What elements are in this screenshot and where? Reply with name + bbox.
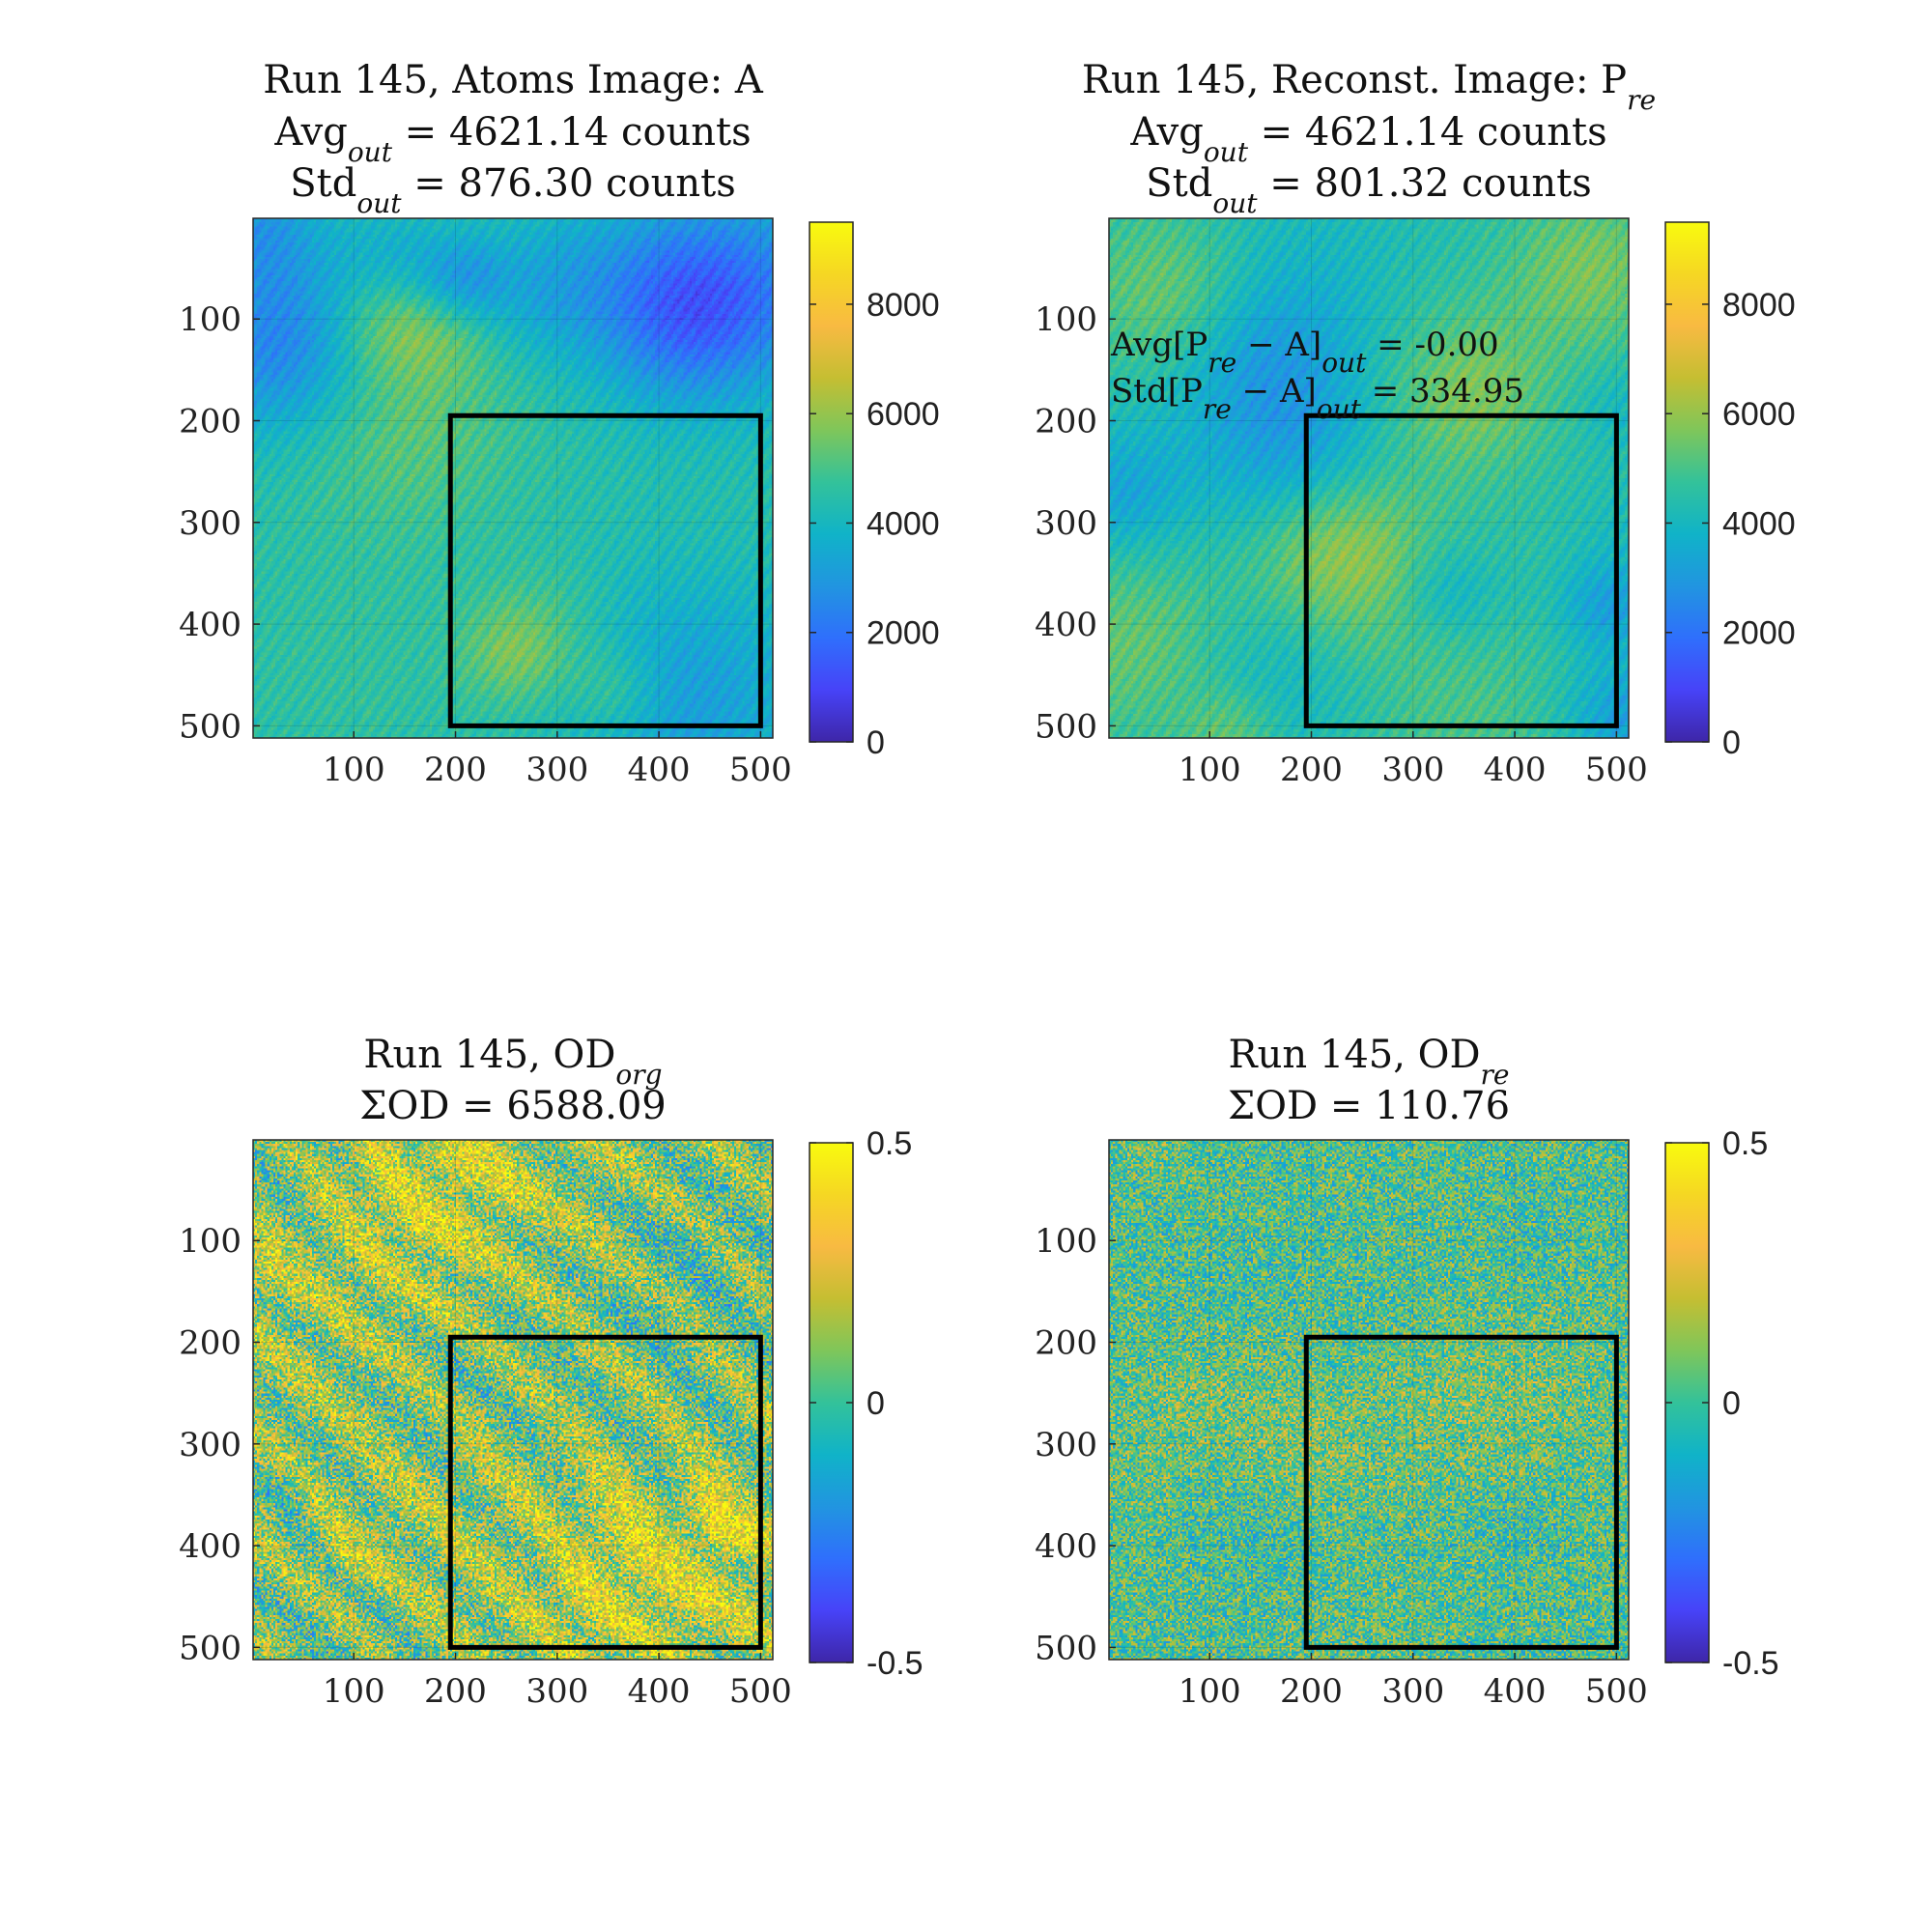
- panel-1: Run 145, Atoms Image: A Avgout = 4621.14 …: [179, 58, 940, 789]
- colorbar-tick-label: 2000: [1722, 615, 1796, 652]
- y-tick-label: 400: [179, 1527, 242, 1566]
- panel-title-line: Stdout = 801.32 counts: [1146, 161, 1591, 219]
- x-tick-label: 500: [729, 1672, 792, 1711]
- heatmap-image: [253, 1140, 773, 1660]
- roi-box: [1303, 1334, 1619, 1650]
- panel-title-line: Run 145, ODorg: [363, 1033, 662, 1091]
- y-tick-label: 100: [179, 1222, 242, 1261]
- panel-title-line: Avgout = 4621.14 counts: [273, 110, 751, 168]
- colorbar-tick-label: 6000: [867, 396, 940, 433]
- colorbar-tick-label: 4000: [867, 505, 940, 542]
- panel-title-line: Run 145, ODre: [1229, 1033, 1510, 1091]
- colorbar: [1664, 221, 1710, 743]
- colorbar: [809, 221, 854, 743]
- colorbar-tick-label: 0.5: [1722, 1125, 1768, 1162]
- axes-frame: [1108, 1139, 1630, 1661]
- colorbar: [1664, 1142, 1710, 1663]
- x-tick-label: 200: [1280, 1672, 1343, 1711]
- y-tick-label: 100: [179, 300, 242, 339]
- colorbar-tick-label: -0.5: [1722, 1645, 1779, 1682]
- y-tick-label: 300: [179, 504, 242, 543]
- axes-frame: [252, 217, 774, 739]
- x-tick-label: 100: [1179, 751, 1241, 789]
- x-tick-label: 500: [1585, 1672, 1648, 1711]
- x-tick-label: 200: [1280, 751, 1343, 789]
- panel-title-line: Avgout = 4621.14 counts: [1129, 110, 1606, 168]
- colorbar-tick-label: 6000: [1722, 396, 1796, 433]
- y-tick-label: 200: [1035, 403, 1097, 441]
- y-tick-label: 400: [1035, 606, 1097, 644]
- x-tick-label: 400: [1484, 751, 1547, 789]
- y-tick-label: 500: [179, 707, 242, 746]
- y-tick-label: 100: [1035, 1222, 1097, 1261]
- x-tick-label: 300: [526, 1672, 588, 1711]
- y-tick-label: 300: [179, 1426, 242, 1464]
- roi-box: [447, 412, 763, 728]
- x-tick-label: 300: [1381, 751, 1444, 789]
- colorbar-tick-label: 0.5: [867, 1125, 912, 1162]
- y-tick-label: 400: [1035, 1527, 1097, 1566]
- heatmap-image: [253, 218, 773, 738]
- x-tick-label: 100: [323, 751, 385, 789]
- panel-title-line: Run 145, Reconst. Image: Pre: [1082, 58, 1656, 116]
- y-tick-label: 300: [1035, 504, 1097, 543]
- colorbar-tick-label: 4000: [1722, 505, 1796, 542]
- colorbar-tick-label: 0: [1722, 1385, 1741, 1422]
- y-tick-label: 500: [1035, 1629, 1097, 1667]
- difference-annotation: Std[Pre − A]out = 334.95: [1111, 372, 1524, 425]
- x-tick-label: 500: [1585, 751, 1648, 789]
- x-tick-label: 100: [323, 1672, 385, 1711]
- y-tick-label: 400: [179, 606, 242, 644]
- panel-title-line: Run 145, Atoms Image: A: [263, 58, 764, 102]
- x-tick-label: 100: [1179, 1672, 1241, 1711]
- roi-box: [447, 1334, 763, 1650]
- colorbar-tick-label: 8000: [867, 287, 940, 324]
- y-tick-label: 200: [1035, 1324, 1097, 1363]
- x-tick-label: 400: [628, 751, 691, 789]
- colorbar-tick-label: 8000: [1722, 287, 1796, 324]
- panel-title-line: ΣOD = 110.76: [1228, 1084, 1510, 1128]
- y-tick-label: 200: [179, 403, 242, 441]
- colorbar-tick-label: -0.5: [867, 1645, 923, 1682]
- y-tick-label: 500: [179, 1629, 242, 1667]
- heatmap-image: [1109, 218, 1629, 738]
- x-tick-label: 300: [1381, 1672, 1444, 1711]
- heatmap-image: [1109, 1140, 1629, 1660]
- x-tick-label: 400: [1484, 1672, 1547, 1711]
- y-tick-label: 200: [179, 1324, 242, 1363]
- x-tick-label: 300: [526, 751, 588, 789]
- axes-frame: [1108, 217, 1630, 739]
- axes-frame: [252, 1139, 774, 1661]
- colorbar-tick-label: 2000: [867, 615, 940, 652]
- x-tick-label: 200: [424, 751, 487, 789]
- colorbar-tick-label: 0: [867, 724, 885, 761]
- roi-box: [1303, 412, 1619, 728]
- x-tick-label: 200: [424, 1672, 487, 1711]
- panel-title-line: ΣOD = 6588.09: [359, 1084, 667, 1128]
- y-tick-label: 100: [1035, 300, 1097, 339]
- colorbar-tick-label: 0: [867, 1385, 885, 1422]
- difference-annotation: Avg[Pre − A]out = -0.00: [1110, 326, 1499, 379]
- x-tick-label: 500: [729, 751, 792, 789]
- colorbar-tick-label: 0: [1722, 724, 1741, 761]
- panel-title-line: Stdout = 876.30 counts: [290, 161, 735, 219]
- y-tick-label: 500: [1035, 707, 1097, 746]
- x-tick-label: 400: [628, 1672, 691, 1711]
- y-tick-label: 300: [1035, 1426, 1097, 1464]
